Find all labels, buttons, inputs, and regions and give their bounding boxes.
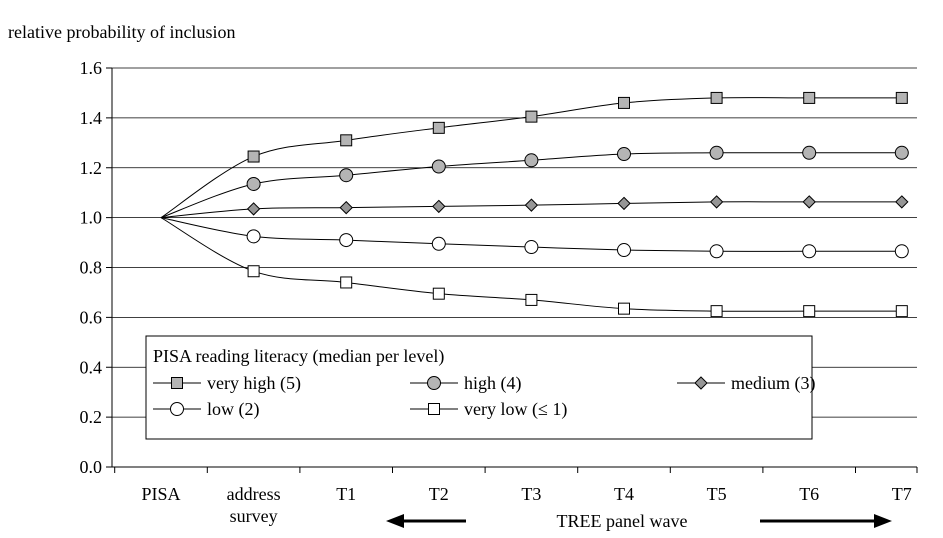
y-tick-label: 1.2 [80,158,103,178]
x-tick-label: T3 [521,484,541,504]
data-point [246,176,261,191]
series-4 [160,217,909,259]
data-point [709,244,724,259]
x-tick-label: PISA [141,484,180,504]
legend-item: very high (5) [153,373,301,394]
data-point [524,198,539,212]
legend-title: PISA reading literacy (median per level) [153,346,444,367]
data-point [431,159,446,174]
x-tick-label: T7 [892,484,912,504]
data-point [617,196,631,211]
data-point [340,134,353,147]
data-point [246,202,261,216]
data-point [709,195,724,209]
legend-label: medium (3) [731,373,815,394]
legend-label: low (2) [207,399,260,420]
data-point [432,199,446,214]
series-2 [160,145,909,219]
y-tick-label: 0.0 [80,457,103,477]
y-tick-label: 0.8 [80,258,103,278]
left-arrow-icon [386,514,404,528]
legend: PISA reading literacy (median per level)… [145,335,815,440]
data-point [247,265,260,278]
legend-marker [170,402,184,416]
x-tick-label: T6 [799,484,819,504]
y-axis-label: relative probability of inclusion [8,22,235,42]
x-tick-label: T1 [336,484,356,504]
legend-marker [428,403,440,415]
x-tick-label: address survey [227,484,281,526]
x-tick-label: T4 [614,484,634,504]
data-point [246,229,261,244]
axes [106,67,918,473]
legend-label: very low (≤ 1) [464,399,567,420]
y-tick-labels: 0.0 0.2 0.4 0.6 0.8 1.0 1.2 1.4 1.6 [80,58,103,477]
legend-marker [694,376,708,390]
data-point [525,293,538,306]
series-3 [160,195,909,219]
data-point [895,305,908,318]
data-point [431,236,446,251]
series-1 [160,91,908,219]
data-point [618,302,630,315]
y-tick-label: 1.6 [80,58,103,78]
x-tick-label: T5 [707,484,727,504]
data-point [803,305,816,318]
legend-item: low (2) [153,399,260,420]
data-point [339,233,354,248]
legend-item: very low (≤ 1) [410,399,567,420]
data-point [339,200,353,215]
data-point [710,91,723,104]
data-point [803,91,816,104]
data-point [895,91,908,104]
series-group [160,91,909,318]
x-axis-label: TREE panel wave [557,511,688,531]
data-point [247,150,260,163]
y-tick-label: 0.2 [80,407,103,427]
data-point [710,305,723,318]
x-tick-labels: PISA address survey T1 T2 T3 T4 T5 T6 T7 [141,484,911,526]
data-point [339,168,354,183]
data-point [894,244,909,259]
legend-marker [171,377,183,389]
data-point [340,276,353,289]
right-arrow-icon [874,514,892,528]
legend-label: high (4) [464,373,522,394]
data-point [432,121,445,134]
data-point [618,96,630,109]
data-point [895,195,909,209]
data-point [802,244,817,259]
legend-item: medium (3) [677,373,815,394]
data-point [617,147,631,162]
x-tick-label: T2 [429,484,449,504]
data-point [802,195,816,209]
y-tick-label: 1.0 [80,208,103,228]
data-point [802,145,817,160]
data-point [617,243,631,258]
legend-marker [427,376,441,390]
y-tick-label: 1.4 [80,108,103,128]
data-point [525,110,538,123]
data-point [709,145,724,160]
data-point [524,240,539,255]
x-axis-label-group: TREE panel wave [386,511,892,531]
legend-label: very high (5) [207,373,301,394]
legend-item: high (4) [410,373,522,394]
y-tick-label: 0.6 [80,307,103,327]
data-point [894,145,909,160]
series-5 [160,217,908,318]
data-point [524,153,539,168]
y-tick-label: 0.4 [80,357,103,377]
data-point [432,287,445,300]
